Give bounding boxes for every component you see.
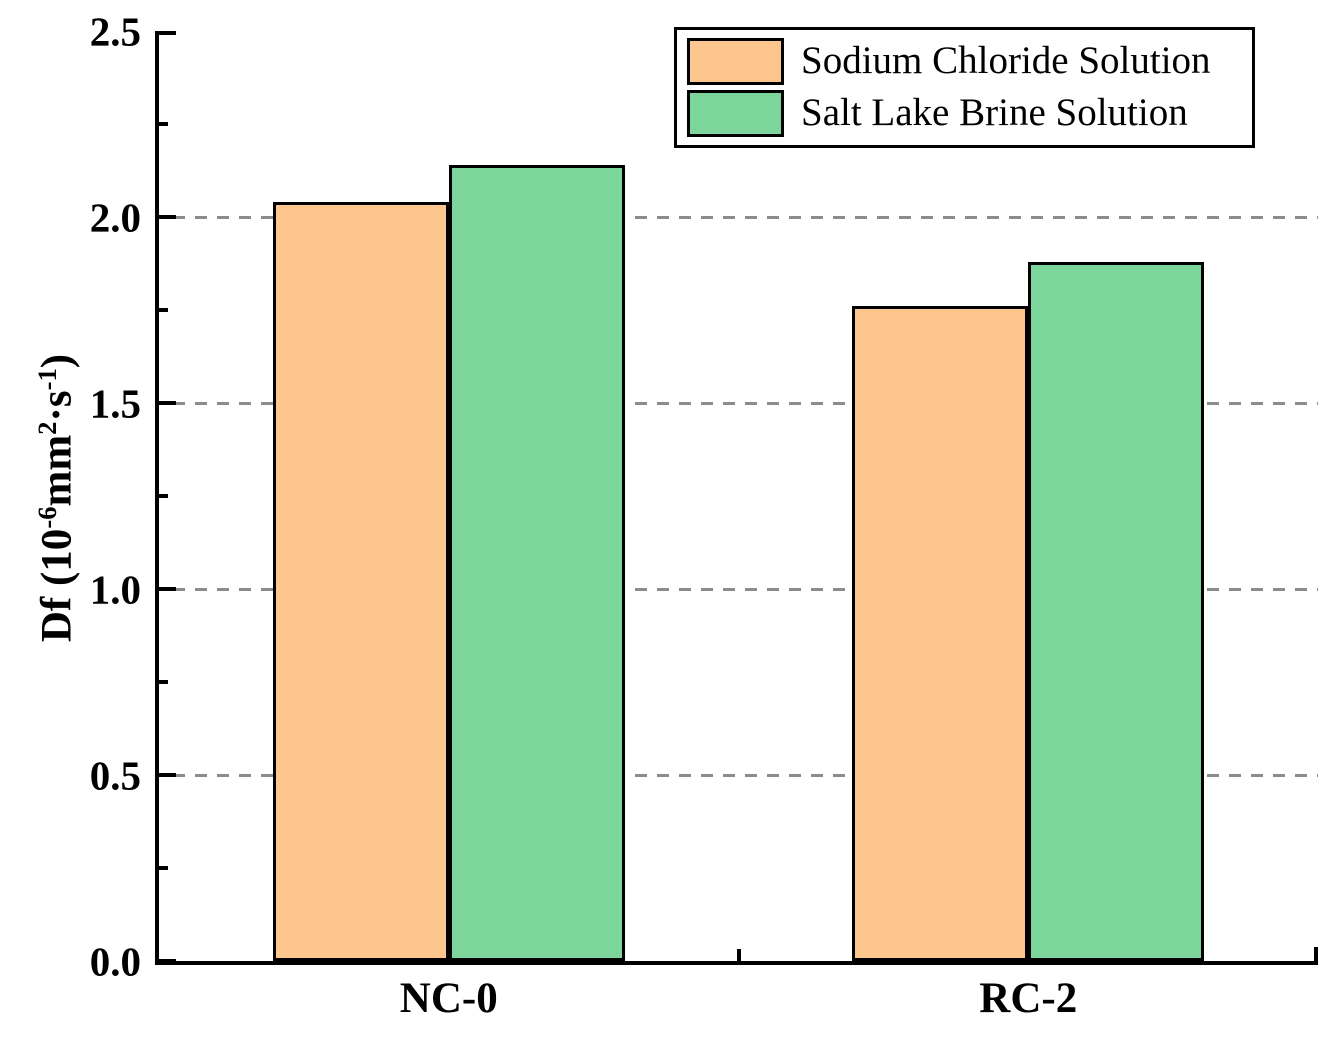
y-tick-label: 2.5 bbox=[89, 8, 141, 55]
y-tick-label: 1.5 bbox=[89, 380, 141, 427]
gridline bbox=[173, 774, 1318, 777]
y-tick-label: 2.0 bbox=[89, 194, 141, 241]
y-tick-minor bbox=[159, 122, 168, 126]
x-axis-mid-tick bbox=[736, 949, 741, 961]
legend: Sodium Chloride Solution Salt Lake Brine … bbox=[674, 27, 1255, 148]
y-tick-minor bbox=[159, 866, 168, 870]
x-axis-end-tick bbox=[1314, 947, 1318, 961]
plot-area: 0.0 0.5 1.0 1.5 2.0 2.5 NC-0 RC-2 bbox=[90, 11, 1318, 1020]
y-tick-label: 1.0 bbox=[89, 566, 141, 613]
x-category-label: RC-2 bbox=[979, 975, 1078, 1022]
y-tick-major bbox=[159, 401, 176, 405]
y-tick-label: 0.0 bbox=[89, 938, 141, 985]
legend-item: Salt Lake Brine Solution bbox=[687, 90, 1242, 137]
y-axis-title-superscript: -6 bbox=[31, 506, 62, 529]
legend-item: Sodium Chloride Solution bbox=[687, 38, 1242, 85]
gridline bbox=[173, 216, 1318, 219]
y-tick-minor bbox=[159, 308, 168, 312]
legend-swatch-series-1 bbox=[687, 90, 784, 137]
gridline bbox=[173, 402, 1318, 405]
legend-swatch-series-0 bbox=[687, 38, 784, 85]
y-axis-title-text: Df (10 bbox=[33, 528, 81, 643]
y-axis-title-superscript: 2 bbox=[31, 421, 62, 435]
y-axis-title-superscript: -1 bbox=[31, 368, 62, 391]
bar-nc-0-series-1 bbox=[448, 164, 625, 961]
y-axis-title: Df (10-6mm2·s-1) bbox=[32, 353, 81, 643]
bar-nc-0-series-0 bbox=[272, 202, 449, 961]
gridline bbox=[173, 588, 1318, 591]
y-axis-title-text: ·s bbox=[33, 390, 81, 422]
y-tick-minor bbox=[159, 494, 168, 498]
y-axis-title-text: mm bbox=[33, 434, 81, 507]
y-tick-label: 0.5 bbox=[89, 752, 141, 799]
bar-rc-2-series-0 bbox=[852, 306, 1029, 961]
y-tick-minor bbox=[159, 680, 168, 684]
legend-label: Sodium Chloride Solution bbox=[801, 39, 1211, 83]
bar-rc-2-series-1 bbox=[1028, 261, 1205, 961]
y-tick-major bbox=[159, 31, 176, 35]
x-category-label: NC-0 bbox=[399, 975, 498, 1022]
y-tick-major bbox=[159, 959, 176, 963]
y-tick-major bbox=[159, 587, 176, 591]
y-tick-major bbox=[159, 215, 176, 219]
y-axis-title-text: ) bbox=[33, 353, 81, 369]
y-tick-major bbox=[159, 773, 176, 777]
legend-label: Salt Lake Brine Solution bbox=[801, 91, 1188, 135]
